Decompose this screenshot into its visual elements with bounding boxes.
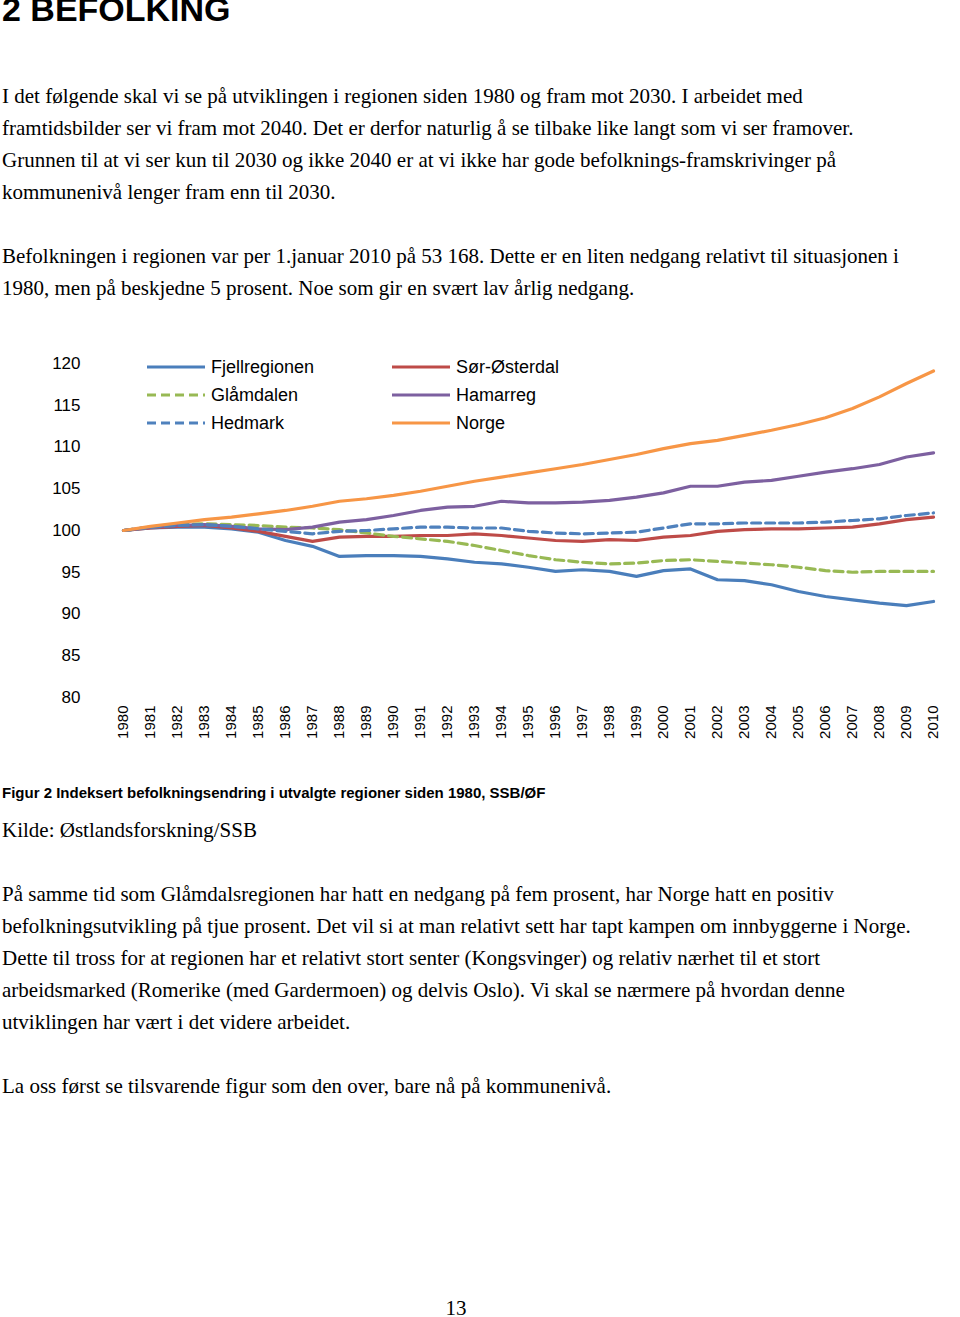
svg-text:1980: 1980 — [114, 706, 131, 739]
svg-text:1990: 1990 — [384, 706, 401, 739]
svg-text:115: 115 — [53, 396, 80, 415]
html-text:I det følgende skal vi se på u: I det følgende skal vi se på utviklingen… — [2, 84, 854, 204]
svg-text:80: 80 — [62, 688, 81, 707]
svg-text:2003: 2003 — [735, 706, 752, 739]
svg-text:1994: 1994 — [492, 706, 509, 739]
svg-text:1997: 1997 — [573, 706, 590, 739]
html-text:Kilde: Østlandsforskning/SSB: Kilde: Østlandsforskning/SSB — [2, 818, 257, 842]
svg-text:105: 105 — [52, 479, 80, 498]
svg-text:90: 90 — [62, 604, 81, 623]
html-text:Fjellregionen: Fjellregionen — [211, 356, 315, 377]
svg-text:1981: 1981 — [141, 706, 158, 739]
svg-text:110: 110 — [53, 437, 80, 456]
html-text:Norge: Norge — [456, 412, 505, 433]
svg-text:1993: 1993 — [465, 706, 482, 739]
svg-text:2001: 2001 — [681, 706, 698, 739]
html-text:Befolkningen i regionen var pe: Befolkningen i regionen var per 1.januar… — [2, 244, 899, 300]
html-text:På samme tid som Glåmdalsregio: På samme tid som Glåmdalsregionen har ha… — [2, 882, 911, 1034]
svg-text:1991: 1991 — [411, 706, 428, 739]
html-text:Figur 2 Indeksert befolkningse: Figur 2 Indeksert befolkningsendring i u… — [2, 784, 546, 801]
svg-text:2008: 2008 — [870, 706, 887, 739]
html-text:Hamarreg: Hamarreg — [456, 384, 536, 405]
svg-text:120: 120 — [52, 354, 80, 373]
svg-text:2002: 2002 — [708, 706, 725, 739]
svg-text:1984: 1984 — [222, 706, 239, 739]
html-text:Glåmdalen: Glåmdalen — [211, 384, 298, 405]
svg-text:1982: 1982 — [168, 706, 185, 739]
svg-text:1995: 1995 — [519, 706, 536, 739]
svg-text:1985: 1985 — [249, 706, 266, 739]
svg-text:1986: 1986 — [276, 706, 293, 739]
svg-text:2010: 2010 — [924, 706, 941, 739]
html-text:Hedmark: Hedmark — [211, 412, 284, 433]
svg-text:1989: 1989 — [357, 706, 374, 739]
html-text:La oss først se tilsvarende fi: La oss først se tilsvarende figur som de… — [2, 1074, 612, 1098]
svg-text:85: 85 — [62, 646, 81, 665]
svg-text:2005: 2005 — [789, 706, 806, 739]
svg-text:2006: 2006 — [816, 706, 833, 739]
svg-text:2004: 2004 — [762, 706, 779, 739]
svg-text:1988: 1988 — [330, 706, 347, 739]
svg-text:1998: 1998 — [600, 706, 617, 739]
svg-text:1999: 1999 — [627, 706, 644, 739]
svg-text:1983: 1983 — [195, 706, 212, 739]
html-text:Sør-Østerdal: Sør-Østerdal — [456, 356, 559, 377]
svg-text:1987: 1987 — [303, 706, 320, 739]
svg-text:1992: 1992 — [438, 706, 455, 739]
svg-text:2000: 2000 — [654, 706, 671, 739]
svg-text:1996: 1996 — [546, 706, 563, 739]
svg-text:2007: 2007 — [843, 706, 860, 739]
svg-text:2009: 2009 — [897, 706, 914, 739]
svg-text:100: 100 — [52, 521, 80, 540]
svg-text:95: 95 — [62, 563, 81, 582]
